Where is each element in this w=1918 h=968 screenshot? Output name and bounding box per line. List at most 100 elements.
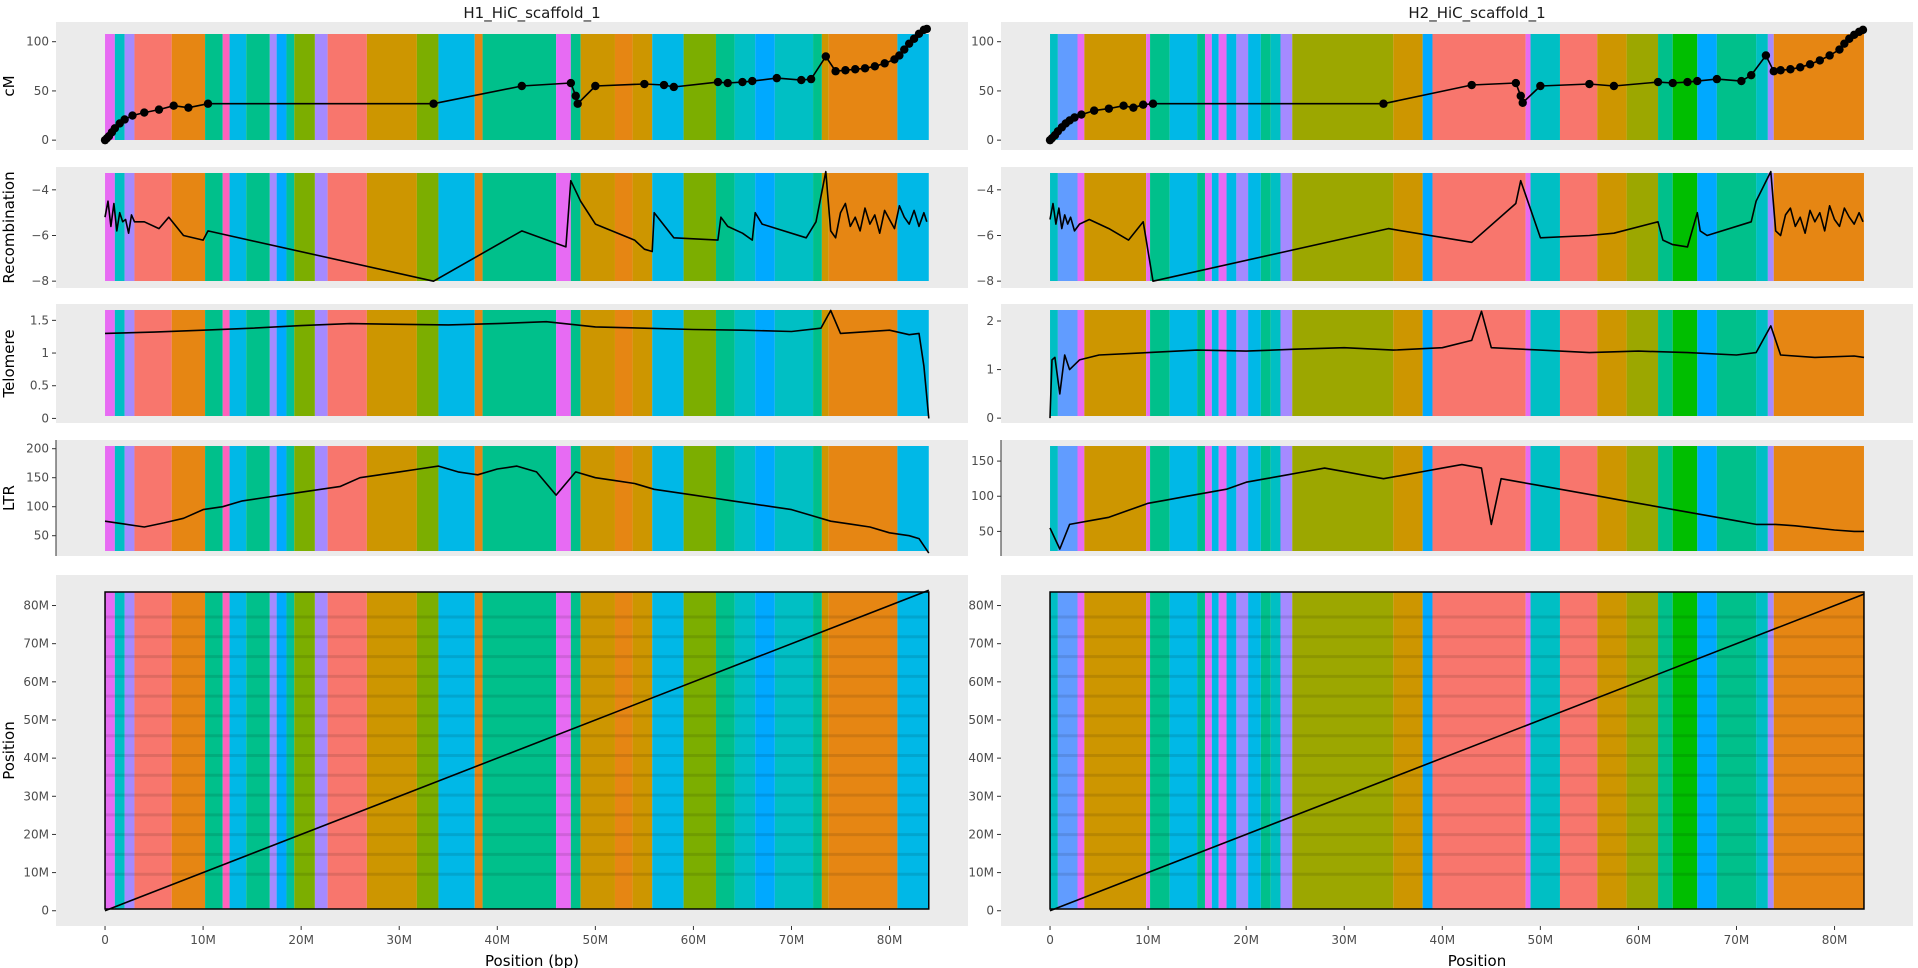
data-point (831, 67, 840, 76)
data-point (1737, 76, 1746, 86)
chromosome-band (1218, 446, 1227, 551)
chromosome-band (1716, 310, 1757, 416)
chromosome-band (1280, 592, 1293, 909)
data-point (1693, 76, 1702, 86)
panel-h2-position: 0 10M 20M 30M 40M 50M 60M 70M 80M 0 10M 20M 30M 40M 50… (968, 575, 1913, 947)
chromosome-band (1204, 446, 1212, 551)
chromosome-band (683, 592, 716, 909)
data-point (1769, 67, 1778, 76)
chromosome-band (556, 446, 571, 551)
chromosome-band (482, 173, 557, 281)
chromosome-band (294, 446, 315, 551)
chromosome-band (1150, 310, 1170, 416)
chromosome-band (715, 173, 735, 281)
x-tick-label: 40M (484, 933, 510, 947)
chromosome-band (114, 173, 125, 281)
chromosome-band (1393, 592, 1423, 909)
chromosome-band (482, 592, 557, 909)
chromosome-band (652, 173, 684, 281)
chromosome-band (1432, 592, 1526, 909)
chromosome-band (1773, 446, 1864, 551)
data-point (128, 111, 137, 120)
chromosome-band (1756, 310, 1768, 416)
y-axis-title: Recombination (0, 171, 18, 283)
chromosome-band (134, 592, 172, 909)
data-point (1104, 104, 1114, 113)
chromosome-band (1197, 173, 1205, 281)
chromosome-band (1236, 310, 1249, 416)
facet-title-h1: H1_HiC_scaffold_1 (463, 4, 600, 23)
chromosome-band (314, 592, 328, 909)
chromosome-band (1260, 173, 1271, 281)
chromosome-band (774, 446, 814, 551)
data-point (1805, 60, 1815, 69)
chromosome-band (171, 446, 206, 551)
x-tick-label: 20M (288, 933, 314, 947)
data-point (120, 115, 129, 124)
chromosome-band (1525, 446, 1531, 551)
chromosome-band (683, 446, 716, 551)
chromosome-band (1146, 592, 1151, 909)
chromosome-band (1280, 173, 1293, 281)
chromosome-band (813, 592, 822, 909)
chromosome-band (105, 592, 115, 909)
chromosome-band (1248, 310, 1261, 416)
chromosome-band (1525, 34, 1531, 140)
chromosome-band (105, 310, 115, 416)
y-axis-title: LTR (0, 485, 18, 511)
chromosome-band (286, 592, 295, 909)
chromosome-band (1767, 34, 1774, 140)
chromosome-band (1767, 173, 1774, 281)
chromosome-band (1197, 592, 1205, 909)
chromosome-band (1050, 446, 1058, 551)
chromosome-band (1226, 34, 1237, 140)
chromosome-band (105, 446, 115, 551)
data-point (1668, 78, 1677, 88)
y-tick-label: −8 (31, 274, 49, 288)
chromosome-band (1626, 173, 1659, 281)
x-tick-label: 60M (1626, 933, 1652, 947)
chromosome-band (276, 592, 287, 909)
chromosome-band (1260, 310, 1271, 416)
chromosome-band (1077, 34, 1085, 140)
chromosome-band (556, 310, 571, 416)
chromosome-band (416, 446, 439, 551)
data-point (573, 99, 582, 108)
chromosome-band (1422, 173, 1433, 281)
chromosome-band (269, 446, 277, 551)
chromosome-band (276, 310, 287, 416)
facet-title-h2: H2_HiC_scaffold_1 (1408, 4, 1545, 23)
data-point (429, 99, 438, 108)
y-tick-label: 50M (968, 713, 994, 727)
chromosome-band (1756, 592, 1768, 909)
chromosome-band (897, 592, 929, 909)
x-tick-label: 10M (190, 933, 216, 947)
data-point (922, 24, 932, 34)
data-point (1379, 99, 1388, 108)
y-tick-label: −4 (976, 183, 994, 197)
chromosome-band (755, 173, 775, 281)
chromosome-band (755, 592, 775, 909)
chromosome-band (1084, 446, 1147, 551)
chromosome-band (813, 173, 822, 281)
chromosome-band (755, 446, 775, 551)
data-point (591, 81, 600, 91)
chromosome-band (205, 310, 223, 416)
data-point (1138, 100, 1148, 109)
chromosome-band (1077, 592, 1085, 909)
data-point (1077, 110, 1086, 119)
chromosome-band (1432, 446, 1526, 551)
y-tick-label: 0.5 (30, 379, 49, 393)
series-line (104, 170, 928, 283)
chromosome-band (614, 34, 633, 140)
chromosome-band (171, 34, 206, 140)
chromosome-band (294, 310, 315, 416)
chromosome-band (286, 34, 295, 140)
chromosome-band (734, 446, 756, 551)
chromosome-band (1057, 34, 1078, 140)
chromosome-band (1084, 310, 1147, 416)
chromosome-band (1248, 592, 1261, 909)
series-line (104, 465, 930, 554)
chromosome-band (1525, 173, 1531, 281)
chromosome-band (1292, 310, 1394, 416)
